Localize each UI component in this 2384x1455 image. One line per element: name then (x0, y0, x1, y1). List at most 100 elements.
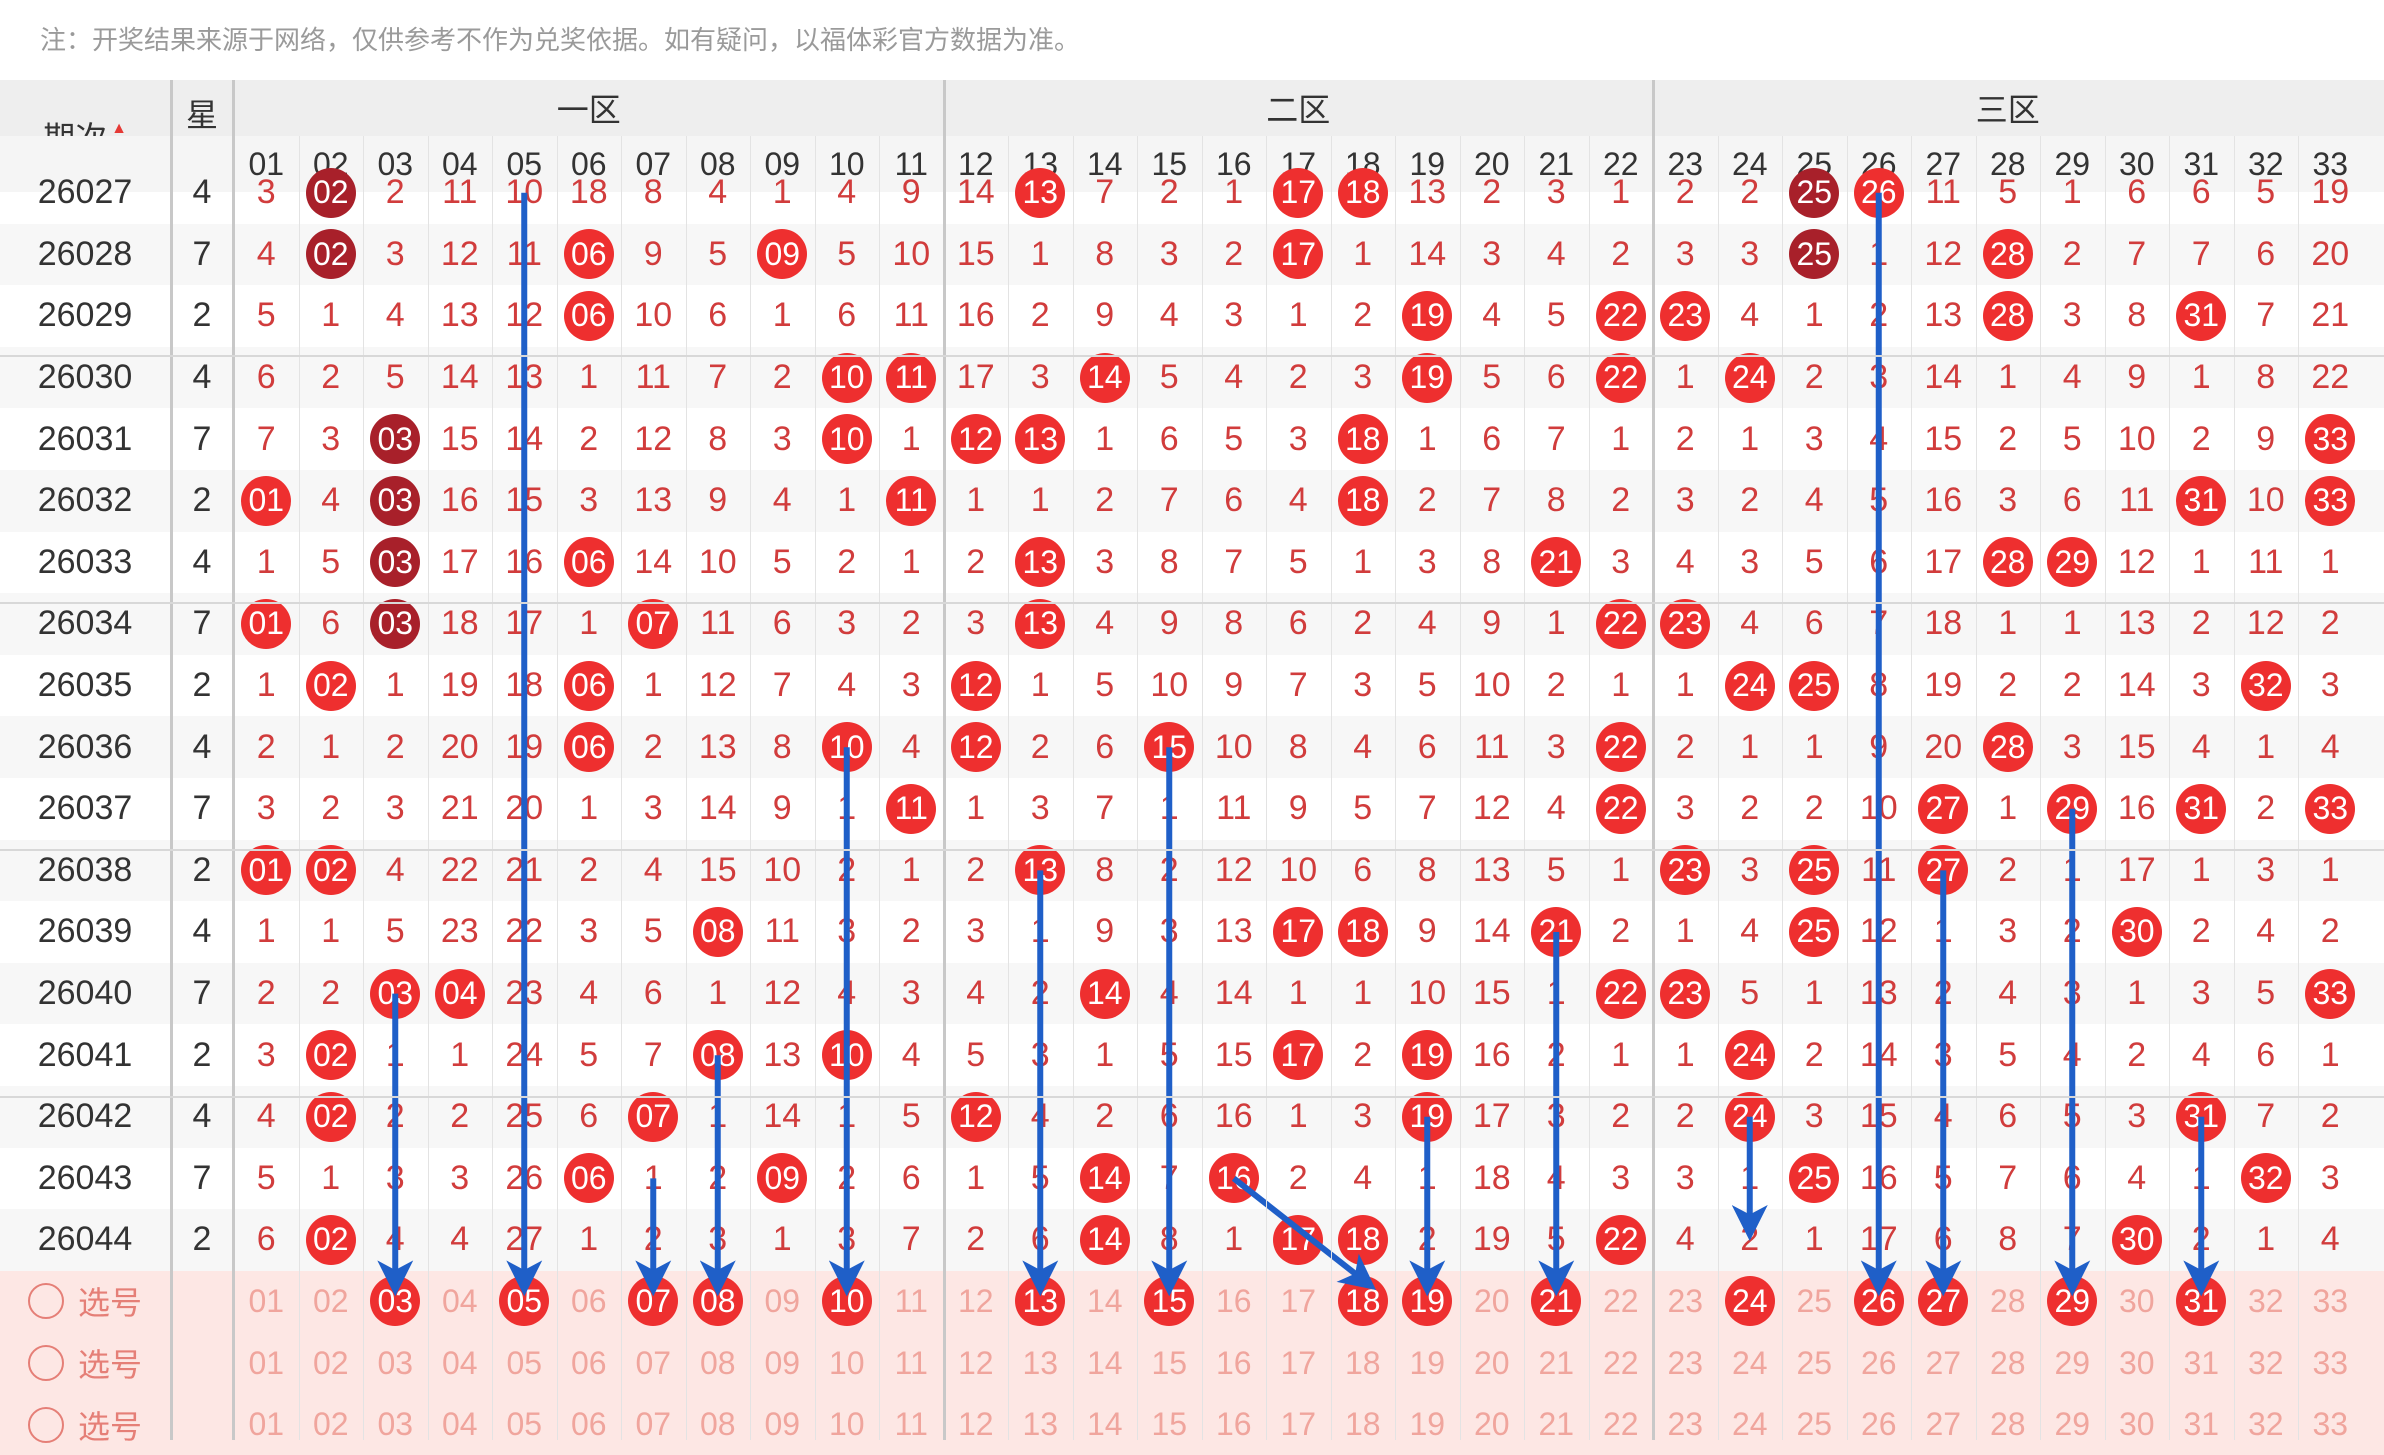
selection-number-31[interactable]: 31 (2183, 1344, 2220, 1381)
selection-number-20[interactable]: 20 (1473, 1406, 1510, 1443)
selection-number-01[interactable]: 01 (248, 1282, 285, 1319)
selection-number-14[interactable]: 14 (1086, 1282, 1123, 1319)
selected-number-ball[interactable]: 10 (821, 1276, 872, 1327)
selection-number-10[interactable]: 10 (828, 1406, 865, 1443)
selection-number-17[interactable]: 17 (1280, 1344, 1317, 1381)
selection-number-10[interactable]: 10 (828, 1344, 865, 1381)
selection-number-31[interactable]: 31 (2183, 1406, 2220, 1443)
selection-number-27[interactable]: 27 (1925, 1406, 1962, 1443)
selection-number-04[interactable]: 04 (441, 1344, 478, 1381)
selection-number-08[interactable]: 08 (686, 1271, 751, 1333)
selection-number-14[interactable]: 14 (1086, 1344, 1123, 1381)
selection-number-32[interactable]: 32 (2247, 1282, 2284, 1319)
selected-number-ball[interactable]: 15 (1144, 1276, 1195, 1327)
selection-number-31[interactable]: 31 (2169, 1271, 2234, 1333)
selection-number-16[interactable]: 16 (1215, 1406, 1252, 1443)
selected-number-ball[interactable]: 03 (370, 1276, 421, 1327)
selection-number-32[interactable]: 32 (2247, 1344, 2284, 1381)
selection-number-12[interactable]: 12 (957, 1282, 994, 1319)
selection-number-06[interactable]: 06 (570, 1406, 607, 1443)
selection-number-29[interactable]: 29 (2054, 1344, 2091, 1381)
selection-label-cell[interactable]: 选号 (0, 1332, 170, 1394)
selection-number-07[interactable]: 07 (621, 1271, 686, 1333)
selection-number-18[interactable]: 18 (1344, 1344, 1381, 1381)
selected-number-ball[interactable]: 13 (1015, 1276, 1066, 1327)
selected-number-ball[interactable]: 21 (1531, 1276, 1582, 1327)
selection-number-13[interactable]: 13 (1022, 1344, 1059, 1381)
selection-number-04[interactable]: 04 (441, 1406, 478, 1443)
selection-number-24[interactable]: 24 (1718, 1271, 1783, 1333)
selection-row[interactable]: 选号 01 02 03 04 05 06 07 08 09 10 11 12 13 14 15 16 17 18 19… (0, 1332, 2384, 1394)
selection-number-16[interactable]: 16 (1215, 1344, 1252, 1381)
selection-number-26[interactable]: 26 (1860, 1406, 1897, 1443)
selection-number-11[interactable]: 11 (894, 1344, 928, 1381)
selection-number-33[interactable]: 33 (2312, 1344, 2349, 1381)
selection-number-09[interactable]: 09 (764, 1282, 801, 1319)
selection-number-03[interactable]: 03 (377, 1344, 414, 1381)
selection-number-07[interactable]: 07 (635, 1344, 672, 1381)
selection-number-08[interactable]: 08 (699, 1406, 736, 1443)
selection-number-04[interactable]: 04 (441, 1282, 478, 1319)
selection-number-15[interactable]: 15 (1151, 1406, 1188, 1443)
selected-number-ball[interactable]: 27 (1918, 1276, 1969, 1327)
selection-number-24[interactable]: 24 (1731, 1406, 1768, 1443)
selection-number-06[interactable]: 06 (570, 1282, 607, 1319)
selection-number-25[interactable]: 25 (1796, 1344, 1833, 1381)
selection-row[interactable]: 选号 01 02 03 04 05 06 07 08 09 10 11 12 13 14 15 16 17 18 19… (0, 1270, 2384, 1333)
selection-number-30[interactable]: 30 (2118, 1282, 2155, 1319)
selection-number-30[interactable]: 30 (2118, 1406, 2155, 1443)
selection-number-29[interactable]: 29 (2054, 1406, 2091, 1443)
selection-number-27[interactable]: 27 (1911, 1271, 1976, 1333)
radio-icon[interactable] (27, 1345, 64, 1382)
selection-number-03[interactable]: 03 (363, 1271, 428, 1333)
selection-number-05[interactable]: 05 (492, 1271, 557, 1333)
selection-number-09[interactable]: 09 (764, 1406, 801, 1443)
selected-number-ball[interactable]: 24 (1724, 1276, 1775, 1327)
selection-number-11[interactable]: 11 (894, 1406, 928, 1443)
selection-number-22[interactable]: 22 (1602, 1344, 1639, 1381)
selected-number-ball[interactable]: 08 (692, 1276, 743, 1327)
selection-number-15[interactable]: 15 (1137, 1271, 1202, 1333)
selection-number-22[interactable]: 22 (1602, 1406, 1639, 1443)
selection-number-19[interactable]: 19 (1409, 1344, 1446, 1381)
selection-number-12[interactable]: 12 (957, 1406, 994, 1443)
selection-number-19[interactable]: 19 (1395, 1271, 1460, 1333)
selection-number-23[interactable]: 23 (1667, 1406, 1704, 1443)
selection-number-11[interactable]: 11 (894, 1282, 928, 1319)
selection-number-18[interactable]: 18 (1331, 1271, 1396, 1333)
selection-number-26[interactable]: 26 (1860, 1344, 1897, 1381)
selection-number-01[interactable]: 01 (248, 1406, 285, 1443)
selection-number-33[interactable]: 33 (2312, 1406, 2349, 1443)
selection-label-cell[interactable]: 选号 (0, 1271, 170, 1333)
selected-number-ball[interactable]: 29 (2047, 1276, 2098, 1327)
selection-number-13[interactable]: 13 (1008, 1271, 1073, 1333)
selection-number-33[interactable]: 33 (2312, 1282, 2349, 1319)
selection-number-18[interactable]: 18 (1344, 1406, 1381, 1443)
selection-number-20[interactable]: 20 (1473, 1282, 1510, 1319)
selection-number-24[interactable]: 24 (1731, 1344, 1768, 1381)
selection-number-29[interactable]: 29 (2040, 1271, 2105, 1333)
selection-number-20[interactable]: 20 (1473, 1344, 1510, 1381)
selection-number-21[interactable]: 21 (1538, 1344, 1575, 1381)
selected-number-ball[interactable]: 31 (2176, 1276, 2227, 1327)
selection-number-12[interactable]: 12 (957, 1344, 994, 1381)
selection-number-02[interactable]: 02 (312, 1282, 349, 1319)
selection-number-02[interactable]: 02 (312, 1344, 349, 1381)
selection-number-23[interactable]: 23 (1667, 1344, 1704, 1381)
radio-icon[interactable] (27, 1406, 64, 1443)
selection-number-16[interactable]: 16 (1215, 1282, 1252, 1319)
selection-number-10[interactable]: 10 (815, 1271, 880, 1333)
selection-number-22[interactable]: 22 (1602, 1282, 1639, 1319)
selection-number-30[interactable]: 30 (2118, 1344, 2155, 1381)
selection-number-28[interactable]: 28 (1989, 1282, 2026, 1319)
selection-number-25[interactable]: 25 (1796, 1282, 1833, 1319)
selected-number-ball[interactable]: 26 (1853, 1276, 1904, 1327)
selection-number-28[interactable]: 28 (1989, 1344, 2026, 1381)
selection-number-26[interactable]: 26 (1847, 1271, 1912, 1333)
selection-number-05[interactable]: 05 (506, 1406, 543, 1443)
selection-number-03[interactable]: 03 (377, 1406, 414, 1443)
selection-number-08[interactable]: 08 (699, 1344, 736, 1381)
selection-number-32[interactable]: 32 (2247, 1406, 2284, 1443)
selection-number-21[interactable]: 21 (1538, 1406, 1575, 1443)
selected-number-ball[interactable]: 19 (1402, 1276, 1453, 1327)
